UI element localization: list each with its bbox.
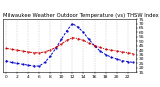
- Text: Milwaukee Weather Outdoor Temperature (vs) THSW Index per Hour (Last 24 Hours): Milwaukee Weather Outdoor Temperature (v…: [3, 13, 160, 18]
